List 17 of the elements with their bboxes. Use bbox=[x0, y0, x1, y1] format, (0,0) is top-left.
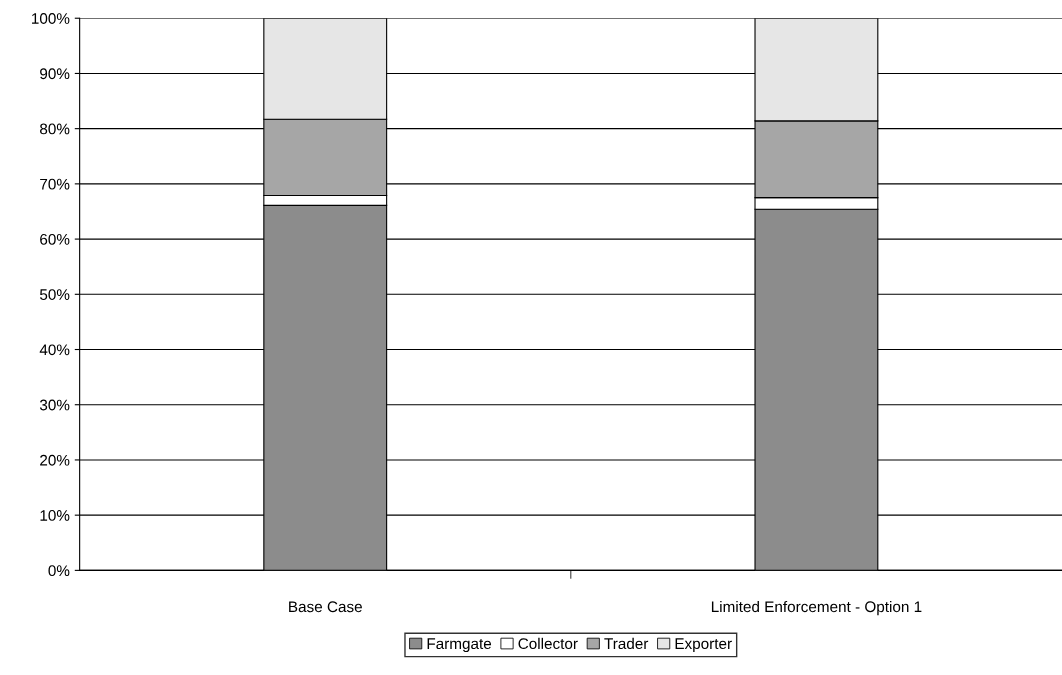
y-tick-label: 10% bbox=[40, 510, 70, 521]
y-tick-label: 20% bbox=[40, 454, 70, 466]
y-tick-label: 40% bbox=[39, 344, 70, 356]
x-tick-label: Base Case bbox=[289, 601, 362, 613]
y-tick-label: 80% bbox=[40, 123, 70, 135]
x-tick-label: Limited Enforcement - Option 1 bbox=[711, 600, 922, 616]
y-tick-label: 0% bbox=[48, 565, 70, 577]
y-tick-label: 60% bbox=[40, 233, 70, 245]
legend-label: Collector bbox=[518, 637, 578, 650]
legend-label: Farmgate bbox=[427, 638, 492, 653]
y-tick-label: 30% bbox=[39, 399, 70, 411]
y-tick-label: 90% bbox=[40, 68, 70, 80]
y-tick-label: 70% bbox=[40, 178, 70, 190]
y-tick-label: 50% bbox=[39, 289, 70, 300]
legend-label: Exporter bbox=[675, 638, 732, 653]
legend-label: Trader bbox=[604, 637, 649, 650]
y-tick-label: 100% bbox=[32, 13, 70, 24]
